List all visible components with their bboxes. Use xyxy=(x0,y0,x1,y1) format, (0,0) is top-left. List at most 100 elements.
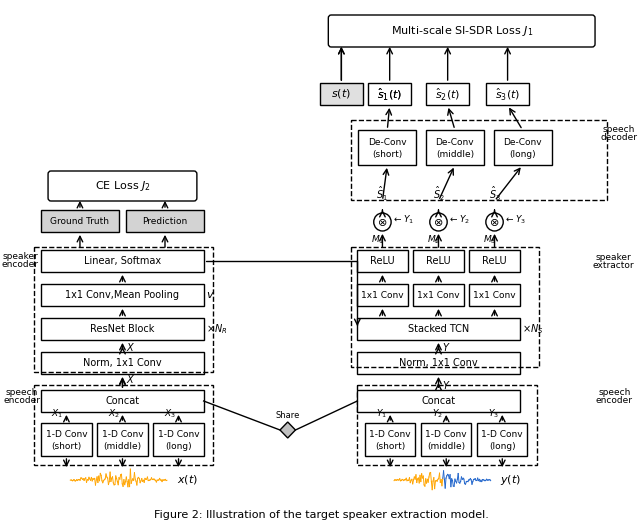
FancyBboxPatch shape xyxy=(357,250,408,272)
FancyBboxPatch shape xyxy=(42,423,92,456)
Text: (middle): (middle) xyxy=(104,442,141,451)
FancyBboxPatch shape xyxy=(42,390,204,412)
Text: ReLU: ReLU xyxy=(370,256,395,266)
Text: 1x1 Conv: 1x1 Conv xyxy=(473,290,516,299)
Text: $\times N_R$: $\times N_R$ xyxy=(205,322,227,336)
FancyBboxPatch shape xyxy=(126,210,204,232)
FancyBboxPatch shape xyxy=(319,83,363,105)
Text: $\leftarrow Y_2$: $\leftarrow Y_2$ xyxy=(448,214,470,226)
Text: (long): (long) xyxy=(165,442,192,451)
FancyBboxPatch shape xyxy=(42,318,204,340)
Text: extractor: extractor xyxy=(593,261,634,270)
FancyBboxPatch shape xyxy=(357,390,520,412)
FancyBboxPatch shape xyxy=(154,423,204,456)
FancyBboxPatch shape xyxy=(493,130,552,165)
Text: De-Conv: De-Conv xyxy=(368,138,406,147)
FancyBboxPatch shape xyxy=(368,83,412,105)
FancyBboxPatch shape xyxy=(97,423,148,456)
FancyBboxPatch shape xyxy=(469,250,520,272)
FancyBboxPatch shape xyxy=(48,171,197,201)
FancyBboxPatch shape xyxy=(357,318,520,340)
FancyBboxPatch shape xyxy=(486,83,529,105)
Text: Norm, 1x1 Conv: Norm, 1x1 Conv xyxy=(399,358,478,368)
Text: $y(t)$: $y(t)$ xyxy=(500,473,522,487)
Text: $v$: $v$ xyxy=(205,290,214,300)
Text: $x(t)$: $x(t)$ xyxy=(177,474,198,486)
Text: (middle): (middle) xyxy=(427,442,465,451)
Text: speech: speech xyxy=(598,388,630,397)
Text: Concat: Concat xyxy=(106,396,140,406)
Text: 1x1 Conv,Mean Pooling: 1x1 Conv,Mean Pooling xyxy=(65,290,179,300)
Text: 1-D Conv: 1-D Conv xyxy=(157,430,199,439)
Text: De-Conv: De-Conv xyxy=(503,138,542,147)
Text: $M_1$: $M_1$ xyxy=(371,234,384,246)
Text: $\otimes$: $\otimes$ xyxy=(433,217,444,227)
Text: (short): (short) xyxy=(372,150,403,159)
Text: $s(t)$: $s(t)$ xyxy=(332,88,351,100)
Text: (long): (long) xyxy=(489,442,516,451)
Text: ReLU: ReLU xyxy=(482,256,507,266)
FancyBboxPatch shape xyxy=(358,130,416,165)
Text: $\leftarrow Y_3$: $\leftarrow Y_3$ xyxy=(504,214,526,226)
Text: (long): (long) xyxy=(509,150,536,159)
Text: $Y$: $Y$ xyxy=(442,341,451,353)
Text: $Y_3$: $Y_3$ xyxy=(488,407,499,420)
Circle shape xyxy=(430,213,447,231)
Text: $\hat{s}_3(t)$: $\hat{s}_3(t)$ xyxy=(495,86,520,102)
Text: 1-D Conv: 1-D Conv xyxy=(45,430,87,439)
Text: $\bar{X}$: $\bar{X}$ xyxy=(126,340,136,354)
Text: (short): (short) xyxy=(375,442,405,451)
Text: (short): (short) xyxy=(51,442,81,451)
Text: Stacked TCN: Stacked TCN xyxy=(408,324,469,334)
Text: Ground Truth: Ground Truth xyxy=(51,217,109,226)
Text: Concat: Concat xyxy=(421,396,456,406)
Text: encoder: encoder xyxy=(596,396,633,405)
Text: 1-D Conv: 1-D Conv xyxy=(426,430,467,439)
Text: Share: Share xyxy=(276,412,300,421)
FancyBboxPatch shape xyxy=(42,352,204,374)
FancyBboxPatch shape xyxy=(469,284,520,306)
Text: Prediction: Prediction xyxy=(142,217,188,226)
Polygon shape xyxy=(280,422,296,438)
Text: $X_1$: $X_1$ xyxy=(51,407,63,420)
Text: decoder: decoder xyxy=(601,133,637,142)
Text: $\otimes$: $\otimes$ xyxy=(377,217,388,227)
FancyBboxPatch shape xyxy=(42,250,204,272)
Text: 1-D Conv: 1-D Conv xyxy=(102,430,143,439)
Text: 1x1 Conv: 1x1 Conv xyxy=(361,290,404,299)
Text: $\hat{S}_1$: $\hat{S}_1$ xyxy=(376,185,388,203)
Text: Figure 2: Illustration of the target speaker extraction model.: Figure 2: Illustration of the target spe… xyxy=(154,510,489,520)
FancyBboxPatch shape xyxy=(357,352,520,374)
Text: speech: speech xyxy=(603,125,636,134)
Text: Linear, Softmax: Linear, Softmax xyxy=(84,256,161,266)
Text: speech: speech xyxy=(6,388,38,397)
Text: Multi-scale SI-SDR Loss $J_1$: Multi-scale SI-SDR Loss $J_1$ xyxy=(390,24,533,38)
Text: $\otimes$: $\otimes$ xyxy=(490,217,500,227)
Text: speaker: speaker xyxy=(596,253,631,262)
FancyBboxPatch shape xyxy=(42,210,118,232)
Text: (middle): (middle) xyxy=(436,150,474,159)
Text: CE Loss $J_2$: CE Loss $J_2$ xyxy=(95,179,150,193)
Circle shape xyxy=(486,213,503,231)
FancyBboxPatch shape xyxy=(328,15,595,47)
Text: $\hat{S}_3$: $\hat{S}_3$ xyxy=(488,185,500,203)
Text: $X$: $X$ xyxy=(126,373,136,385)
Text: $Y_1$: $Y_1$ xyxy=(376,407,387,420)
Text: encoder: encoder xyxy=(1,260,38,269)
FancyBboxPatch shape xyxy=(413,284,463,306)
FancyBboxPatch shape xyxy=(357,284,408,306)
Text: $\hat{s}_1(t)$: $\hat{s}_1(t)$ xyxy=(377,86,403,102)
Text: ReLU: ReLU xyxy=(426,256,451,266)
FancyBboxPatch shape xyxy=(365,423,415,456)
FancyBboxPatch shape xyxy=(42,284,204,306)
FancyBboxPatch shape xyxy=(421,423,471,456)
Text: $\hat{S}_2$: $\hat{S}_2$ xyxy=(433,185,444,203)
Text: De-Conv: De-Conv xyxy=(436,138,474,147)
Text: encoder: encoder xyxy=(3,396,40,405)
Text: $\hat{s}_2(t)$: $\hat{s}_2(t)$ xyxy=(435,86,460,102)
FancyBboxPatch shape xyxy=(426,83,469,105)
Text: 1-D Conv: 1-D Conv xyxy=(369,430,411,439)
Text: $\times N_S$: $\times N_S$ xyxy=(522,322,543,336)
Text: $\hat{s}_1(t)$: $\hat{s}_1(t)$ xyxy=(377,86,403,102)
Text: $X_3$: $X_3$ xyxy=(164,407,175,420)
